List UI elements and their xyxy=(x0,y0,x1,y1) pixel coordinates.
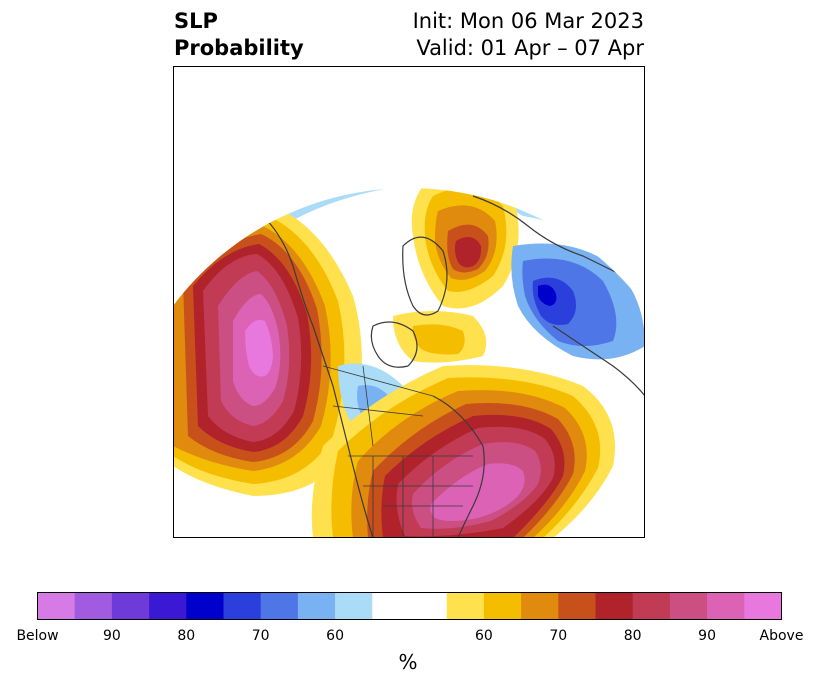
colorbar-tick-label: 80 xyxy=(177,628,196,644)
colorbar-swatch xyxy=(483,592,522,620)
title-quantity: Probability xyxy=(174,36,304,60)
colorbar-label: % xyxy=(398,650,418,674)
colorbar-tick-label: Above xyxy=(759,628,804,644)
colorbar-swatch xyxy=(744,592,782,620)
colorbar-swatch xyxy=(149,592,187,620)
title-variable: SLP xyxy=(174,9,218,33)
below-region-90 xyxy=(173,66,473,161)
colorbar-tick-label: 70 xyxy=(549,628,568,644)
polar-map xyxy=(173,66,645,538)
colorbar-tick-label: 60 xyxy=(474,628,493,644)
above-north-atlantic-70 xyxy=(412,324,465,355)
colorbar-tick-label: 80 xyxy=(623,628,642,644)
colorbar-swatch xyxy=(74,592,113,620)
valid-range: Valid: 01 Apr – 07 Apr xyxy=(416,36,644,60)
coast-east-north-america xyxy=(432,395,485,538)
above-pacific-99 xyxy=(245,319,273,377)
us-borders xyxy=(348,455,473,538)
map-dates: Init: Mon 06 Mar 2023 Valid: 01 Apr – 07… xyxy=(413,8,644,62)
colorbar-swatch xyxy=(372,592,410,620)
colorbar-tick-label: 70 xyxy=(251,628,270,644)
coast-asia xyxy=(552,325,645,397)
colorbar-swatch xyxy=(409,592,447,620)
above-east-us-95 xyxy=(430,463,525,521)
colorbar-swatch xyxy=(632,592,671,620)
colorbar-swatch xyxy=(446,592,485,620)
map-title: SLP Probability xyxy=(174,8,304,62)
coast-hudson-bay xyxy=(370,321,418,368)
colorbar-swatch xyxy=(707,592,745,620)
init-date: Init: Mon 06 Mar 2023 xyxy=(412,9,644,33)
colorbar-swatch xyxy=(558,592,596,620)
colorbar-swatch xyxy=(595,592,633,620)
colorbar-swatch xyxy=(37,592,75,620)
colorbar-swatch xyxy=(223,592,261,620)
colorbar-swatch xyxy=(260,592,299,620)
colorbar-swatch xyxy=(521,592,559,620)
canada-borders xyxy=(322,365,434,447)
colorbar xyxy=(37,592,782,620)
colorbar-swatch xyxy=(669,592,708,620)
colorbar-swatch xyxy=(111,592,150,620)
colorbar-swatch xyxy=(186,592,224,620)
below-siberia-90 xyxy=(538,284,557,306)
colorbar-swatch xyxy=(297,592,336,620)
above-scandinavia-85 xyxy=(454,237,482,268)
map-frame xyxy=(173,66,645,538)
colorbar-border xyxy=(37,592,782,620)
colorbar-tick-label: 60 xyxy=(326,628,345,644)
coast-greenland xyxy=(402,236,448,316)
colorbar-tick-label: 90 xyxy=(698,628,717,644)
colorbar-swatch xyxy=(335,592,373,620)
below-region-85 xyxy=(173,187,645,206)
colorbar-tick-label: 90 xyxy=(102,628,121,644)
colorbar-tick-label: Below xyxy=(16,628,59,644)
below-region-95 xyxy=(353,66,433,86)
